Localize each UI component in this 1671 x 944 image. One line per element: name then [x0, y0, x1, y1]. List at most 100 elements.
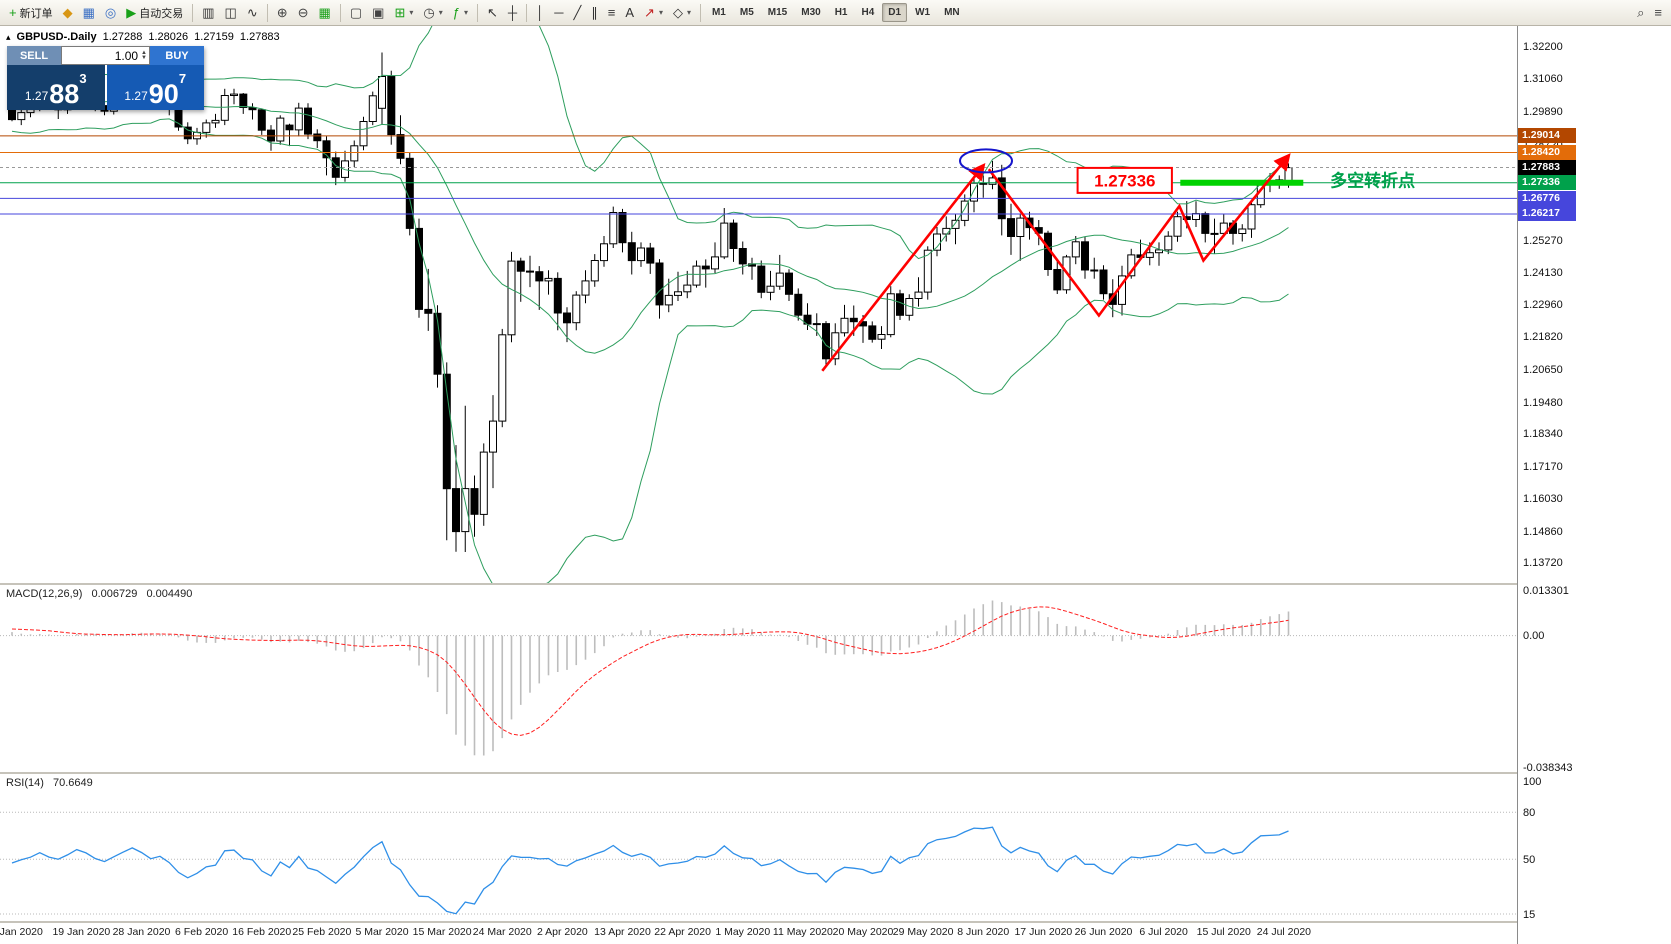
- rsi-axis-label: 15: [1523, 908, 1536, 921]
- toolbar-line-chart-button[interactable]: ∿: [242, 1, 263, 24]
- sell-button[interactable]: SELL: [7, 46, 61, 65]
- toolbar-arrow-objects-button[interactable]: ↗: [639, 1, 668, 24]
- candle: [461, 488, 470, 533]
- ohlc-high: 1.28026: [148, 31, 189, 43]
- turning-point-note[interactable]: 多空转折点: [1330, 171, 1415, 191]
- toolbar-shape-objects-button[interactable]: ◇: [668, 1, 696, 24]
- candle: [1164, 235, 1173, 251]
- timeframe-h1-button[interactable]: H1: [834, 7, 848, 18]
- toolbar-navigator-button[interactable]: ◎: [100, 1, 121, 24]
- price-tick-label: 1.16030: [1523, 492, 1563, 505]
- horizontal-line-icon: ─: [554, 5, 564, 20]
- toolbar-new-chart-button[interactable]: ⊞: [389, 1, 418, 24]
- candle: [618, 212, 627, 244]
- price-callout-text: 1.27336: [1094, 171, 1155, 190]
- toolbar-data-window-button[interactable]: ▦: [78, 1, 100, 24]
- date-label: 1 May 2020: [715, 926, 771, 938]
- toolbar-trendline-button[interactable]: ╱: [568, 1, 586, 24]
- timeframe-m1-button[interactable]: M1: [711, 7, 726, 18]
- trend-arrow[interactable]: [821, 162, 986, 372]
- macd-axis-min: -0.038343: [1523, 761, 1573, 774]
- date-axis[interactable]: Jan 2020 19 Jan 2020 28 Jan 2020 6 Feb 2020…: [0, 923, 1517, 944]
- lot-size-field[interactable]: 1.00: [61, 46, 150, 65]
- pane-separator[interactable]: [0, 772, 1671, 774]
- toolbar-zoom-in-button[interactable]: ⊕: [272, 1, 293, 24]
- toolbar-grid-button[interactable]: ▦: [314, 1, 336, 24]
- toolbar-fibonacci-retracement-button[interactable]: ≡: [603, 1, 621, 24]
- candle: [840, 317, 849, 334]
- toolbar-search-button[interactable]: ⌕: [1632, 1, 1649, 24]
- sell-price-pips: 88: [49, 78, 80, 109]
- date-label: 25 Feb 2020: [292, 926, 352, 938]
- price-tick-label: 1.31060: [1523, 73, 1563, 86]
- profiles-icon: ≡: [1654, 5, 1662, 20]
- date-label: 26 Jun 2020: [1074, 926, 1133, 938]
- timeframe-w1-button[interactable]: W1: [915, 7, 931, 18]
- candle: [1201, 213, 1210, 234]
- rsi-pane[interactable]: [0, 774, 1517, 921]
- bid-price-tag: 1.27883: [1518, 159, 1576, 175]
- main-toolbar: +新订单◆▦◎▶自动交易▥◫∿⊕⊖▦▢▣⊞◷ƒ↖┼│─╱∥≡A↗◇M1M5M15…: [0, 0, 1671, 26]
- top-circle-annotation[interactable]: [959, 148, 1013, 174]
- lot-decrease-button[interactable]: [141, 56, 147, 61]
- macd-pane[interactable]: [0, 585, 1517, 772]
- toolbar-separator: [192, 3, 194, 22]
- price-chart-pane[interactable]: 1.27336 多空转折点: [0, 26, 1517, 583]
- toolbar-auto-trading-button[interactable]: ▶ 自动交易: [121, 1, 188, 24]
- bollinger-lower-band[interactable]: [11, 118, 1289, 583]
- price-axis[interactable]: 1.322001.310601.298901.287201.275501.263…: [1517, 26, 1671, 944]
- candle: [1081, 241, 1089, 271]
- timeframe-m5-button[interactable]: M5: [739, 7, 754, 18]
- toolbar-bar-chart-button[interactable]: ▥: [197, 1, 219, 24]
- price-callout-box[interactable]: [1076, 166, 1173, 194]
- toolbar-indicators-button[interactable]: ƒ: [448, 1, 473, 24]
- candle: [1099, 269, 1108, 295]
- sell-price-display[interactable]: 1.27 88 3: [7, 65, 105, 110]
- buy-price-pips: 90: [148, 78, 179, 109]
- toolbar-new-order-button[interactable]: + 新订单: [4, 1, 58, 24]
- toolbar-vertical-line-button[interactable]: │: [531, 1, 549, 24]
- toolbar-chart-profiles-button[interactable]: ≡: [1649, 1, 1667, 24]
- toolbar-cascade-windows-button[interactable]: ▣: [367, 1, 389, 24]
- channel-icon: ∥: [591, 5, 598, 20]
- toolbar-horizontal-line-button[interactable]: ─: [549, 1, 568, 24]
- candle: [951, 219, 960, 229]
- price-tick-label: 1.18340: [1523, 428, 1563, 441]
- candle: [313, 133, 322, 142]
- bollinger-middle-band[interactable]: [11, 97, 1289, 354]
- buy-button[interactable]: BUY: [150, 46, 204, 65]
- toolbar-cursor-button[interactable]: ↖: [482, 1, 503, 24]
- date-label: 28 Jan 2020: [112, 926, 171, 938]
- market-watch-icon: ◆: [62, 5, 73, 20]
- candle: [831, 332, 840, 360]
- timeframe-h4-button[interactable]: H4: [861, 7, 875, 18]
- candle: [979, 182, 988, 185]
- date-label: 29 May 2020: [892, 926, 954, 938]
- trend-arrow[interactable]: [987, 153, 1291, 318]
- toolbar-text-label-button[interactable]: A: [620, 1, 639, 24]
- candle: [581, 280, 590, 296]
- pane-separator[interactable]: [0, 921, 1671, 923]
- toolbar-candlestick-chart-button[interactable]: ◫: [220, 1, 242, 24]
- price-tick-label: 1.22960: [1523, 299, 1563, 312]
- candle: [822, 323, 830, 360]
- ohlc-low: 1.27159: [194, 31, 234, 43]
- pane-separator[interactable]: [0, 583, 1671, 585]
- candle: [785, 272, 793, 295]
- timeframe-m15-button[interactable]: M15: [767, 7, 788, 18]
- toolbar-market-watch-button[interactable]: ◆: [58, 1, 78, 24]
- price-tick-label: 1.13720: [1523, 557, 1563, 570]
- toolbar-tile-windows-button[interactable]: ▢: [345, 1, 367, 24]
- grid-icon: ▦: [318, 5, 331, 20]
- timeframe-d1-button[interactable]: D1: [882, 3, 908, 22]
- macd-name: MACD(12,26,9): [6, 588, 83, 600]
- toolbar-periods-button[interactable]: ◷: [418, 1, 447, 24]
- toolbar-zoom-out-button[interactable]: ⊖: [293, 1, 314, 24]
- buy-price-display[interactable]: 1.27 90 7: [106, 65, 204, 110]
- lot-size-value[interactable]: 1.00: [114, 48, 139, 63]
- candle: [442, 373, 451, 490]
- timeframe-m30-button[interactable]: M30: [801, 7, 821, 18]
- timeframe-mn-button[interactable]: MN: [944, 7, 960, 18]
- toolbar-equidistant-channel-button[interactable]: ∥: [586, 1, 603, 24]
- toolbar-crosshair-button[interactable]: ┼: [503, 1, 522, 24]
